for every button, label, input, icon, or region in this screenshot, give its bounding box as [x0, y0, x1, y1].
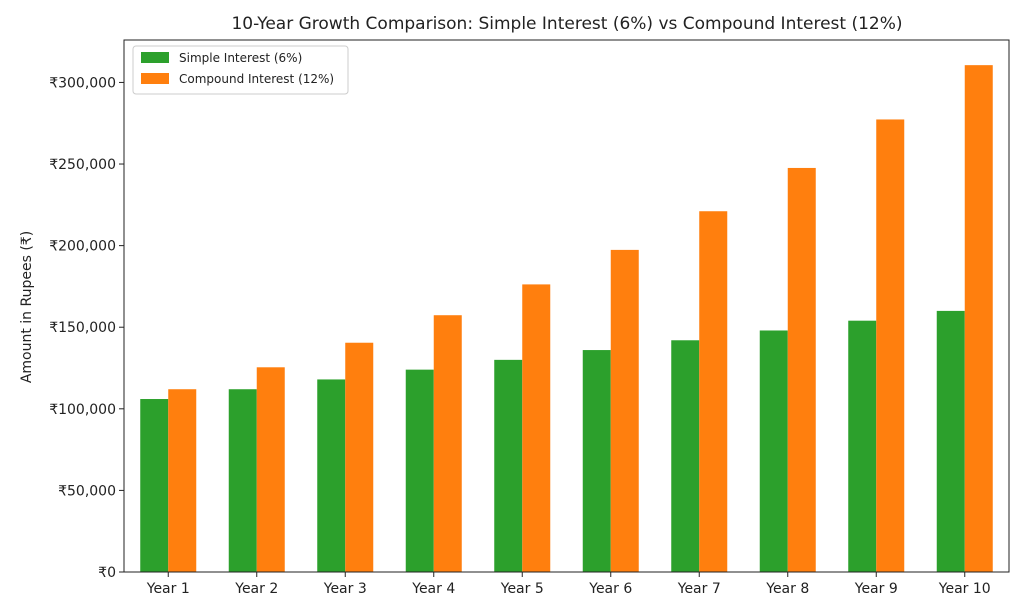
bar-simple-5 — [494, 359, 523, 572]
legend-swatch — [141, 73, 169, 84]
bar-compound-7 — [699, 211, 728, 573]
y-tick-label: ₹50,000 — [58, 483, 116, 499]
bar-compound-8 — [787, 167, 816, 572]
y-tick-label: ₹200,000 — [49, 239, 116, 255]
x-tick-label: Year 6 — [588, 581, 632, 597]
y-tick-label: ₹250,000 — [49, 157, 116, 173]
y-axis-label: Amount in Rupees (₹) — [19, 231, 35, 383]
bar-simple-10 — [936, 310, 965, 572]
bar-compound-1 — [168, 389, 197, 572]
bar-compound-5 — [522, 284, 551, 572]
legend-label: Compound Interest (12%) — [179, 72, 334, 86]
x-tick-label: Year 1 — [146, 581, 190, 597]
y-tick-label: ₹150,000 — [49, 320, 116, 336]
bar-simple-2 — [228, 389, 257, 572]
legend-box — [132, 45, 349, 95]
x-tick-label: Year 10 — [938, 581, 991, 597]
bar-compound-9 — [876, 119, 905, 572]
bar-simple-3 — [317, 379, 346, 572]
x-tick-label: Year 9 — [854, 581, 898, 597]
legend-swatch — [141, 52, 169, 63]
legend: Simple Interest (6%) Compound Interest (1… — [132, 45, 349, 95]
bar-simple-4 — [405, 369, 434, 572]
x-tick-label: Year 7 — [677, 581, 721, 597]
bar-compound-2 — [256, 367, 285, 572]
x-tick-label: Year 2 — [234, 581, 278, 597]
x-tick-label: Year 5 — [500, 581, 544, 597]
x-tick-label: Year 8 — [765, 581, 809, 597]
plot-area: ₹0 ₹50,000 ₹100,000 ₹150,000 ₹200,000 ₹250,00… — [49, 39, 1010, 597]
bar-simple-7 — [671, 340, 700, 572]
bar-simple-8 — [759, 330, 788, 572]
bar-simple-1 — [140, 399, 169, 572]
bar-simple-6 — [582, 350, 611, 572]
x-tick-label: Year 3 — [323, 581, 367, 597]
y-tick-label: ₹0 — [98, 565, 116, 581]
y-tick-label: ₹300,000 — [49, 75, 116, 91]
bar-compound-3 — [345, 342, 374, 572]
legend-label: Simple Interest (6%) — [179, 51, 302, 65]
chart-title: 10-Year Growth Comparison: Simple Intere… — [231, 14, 902, 34]
plot-frame — [123, 39, 1010, 573]
x-tick-label: Year 4 — [411, 581, 455, 597]
bar-simple-9 — [848, 320, 877, 572]
y-tick-label: ₹100,000 — [49, 402, 116, 418]
bar-compound-10 — [964, 65, 993, 573]
bar-compound-4 — [433, 315, 462, 572]
bar-compound-6 — [610, 249, 639, 572]
